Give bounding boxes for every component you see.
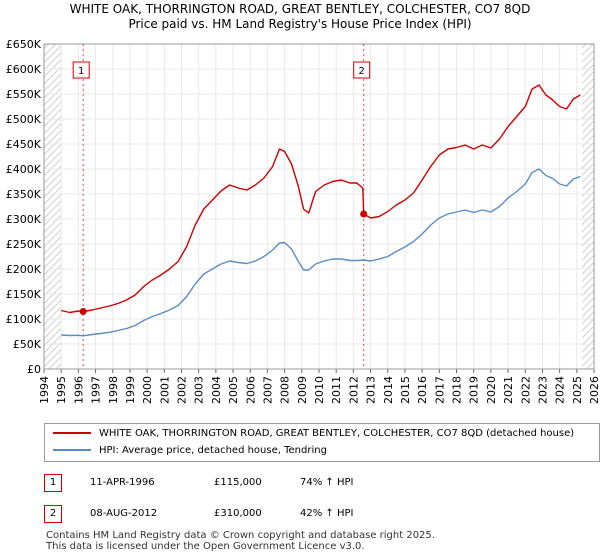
- x-tick-label: 2020: [485, 376, 498, 404]
- series-line-hpi: [61, 168, 581, 337]
- x-tick-label: 2019: [468, 376, 481, 404]
- y-tick-label: £500K: [6, 113, 42, 126]
- x-tick-label: 1995: [55, 376, 68, 404]
- sale-price: £310,000: [214, 508, 262, 519]
- x-tick-label: 2017: [433, 376, 446, 404]
- legend-item-hpi: HPI: Average price, detached house, Tend…: [53, 443, 327, 459]
- x-tick-label: 2001: [158, 376, 171, 404]
- legend-swatch-property: [53, 432, 91, 434]
- y-tick-label: £350K: [6, 188, 42, 201]
- series-line-property: [61, 84, 581, 314]
- legend-label-property: WHITE OAK, THORRINGTON ROAD, GREAT BENTL…: [99, 428, 575, 439]
- x-tick-label: 2005: [227, 376, 240, 404]
- sale-point: [79, 308, 87, 315]
- x-tick-label: 2013: [365, 376, 378, 404]
- x-tick-label: 2003: [193, 376, 206, 404]
- sale-marker-box: [353, 61, 371, 79]
- x-tick-label: 2016: [416, 376, 429, 404]
- x-tick-label: 1996: [72, 376, 85, 404]
- y-tick-label: £50K: [13, 338, 42, 351]
- sale-point: [360, 210, 368, 218]
- no-data-region-right: [581, 44, 594, 369]
- x-tick-label: 2023: [536, 376, 549, 404]
- legend-item-property: WHITE OAK, THORRINGTON ROAD, GREAT BENTL…: [53, 426, 574, 442]
- y-tick-label: £250K: [6, 238, 42, 251]
- x-tick-label: 2024: [554, 376, 567, 404]
- x-tick-label: 1998: [107, 376, 120, 404]
- plot-border: [43, 43, 595, 370]
- chart-legend: WHITE OAK, THORRINGTON ROAD, GREAT BENTL…: [44, 423, 600, 462]
- chart-title-line2: Price paid vs. HM Land Registry's House …: [128, 17, 472, 31]
- footer-attribution: Contains HM Land Registry data © Crown c…: [46, 530, 435, 552]
- sale-marker-label: 1: [78, 66, 84, 77]
- x-tick-label: 2010: [313, 376, 326, 404]
- sale-date: 08-AUG-2012: [90, 508, 158, 519]
- sale-hpi-change: 74% ↑ HPI: [300, 477, 354, 488]
- sale-hpi-change: 42% ↑ HPI: [300, 508, 354, 519]
- x-tick-label: 1997: [90, 376, 103, 404]
- sale-marker-label: 2: [359, 66, 365, 77]
- legend-swatch-hpi: [53, 449, 91, 451]
- x-tick-label: 2021: [502, 376, 515, 404]
- x-tick-label: 2025: [571, 376, 584, 404]
- x-tick-label: 2006: [244, 376, 257, 404]
- sale-number-badge: 1: [44, 474, 62, 492]
- y-tick-label: £100K: [6, 313, 42, 326]
- price-chart: £0 £50K £100K £150K £200K £250K £300K £350K £400…: [6, 38, 600, 404]
- sale-price: £115,000: [214, 477, 262, 488]
- x-tick-label: 2000: [141, 376, 154, 404]
- legend-label-hpi: HPI: Average price, detached house, Tend…: [99, 445, 327, 456]
- y-tick-label: £0: [27, 363, 41, 376]
- footer-licence: This data is licensed under the Open Gov…: [46, 541, 365, 552]
- y-tick-label: £150K: [6, 288, 42, 301]
- x-tick-label: 2008: [279, 376, 292, 404]
- sale-number-badge: 2: [44, 505, 62, 523]
- sale-date: 11-APR-1996: [90, 477, 155, 488]
- x-tick-label: 2022: [519, 376, 532, 404]
- y-tick-label: £550K: [6, 88, 42, 101]
- x-tick-label: 2007: [261, 376, 274, 404]
- chart-title-line1: WHITE OAK, THORRINGTON ROAD, GREAT BENTL…: [69, 2, 531, 16]
- x-tick-label: 2012: [347, 376, 360, 404]
- x-tick-label: 2015: [399, 376, 412, 404]
- footer-copyright: Contains HM Land Registry data © Crown c…: [46, 530, 435, 541]
- x-tick-label: 2011: [330, 376, 343, 404]
- y-tick-label: £200K: [6, 263, 42, 276]
- x-tick-label: 2014: [382, 376, 395, 404]
- x-tick-label: 1994: [38, 376, 51, 404]
- y-tick-label: £600K: [6, 63, 42, 76]
- sale-marker-box: [72, 61, 90, 79]
- y-tick-label: £650K: [6, 38, 42, 51]
- y-tick-label: £450K: [6, 138, 42, 151]
- x-tick-label: 2009: [296, 376, 309, 404]
- x-tick-label: 2002: [176, 376, 189, 404]
- x-tick-label: 2018: [451, 376, 464, 404]
- x-tick-label: 2004: [210, 376, 223, 404]
- y-tick-label: £300K: [6, 213, 42, 226]
- y-tick-label: £400K: [6, 163, 42, 176]
- x-tick-label: 2026: [588, 376, 600, 404]
- no-data-region-left: [44, 44, 62, 369]
- x-tick-label: 1999: [124, 376, 137, 404]
